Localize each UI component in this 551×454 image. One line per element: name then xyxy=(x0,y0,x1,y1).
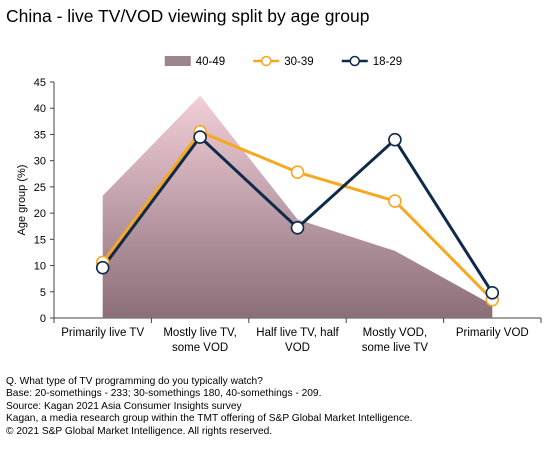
y-tick-label: 20 xyxy=(34,208,46,220)
x-category-label-line: Primarily live TV xyxy=(61,327,144,339)
y-tick-label: 30 xyxy=(34,156,46,168)
footnote-source: Source: Kagan 2021 Asia Consumer Insight… xyxy=(6,400,242,412)
footnote-question: Q. What type of TV programming do you ty… xyxy=(6,376,263,387)
point-30-39 xyxy=(388,194,402,208)
x-category-label: Primarily live TV xyxy=(61,327,144,339)
legend-label: 18-29 xyxy=(373,56,402,68)
x-axis: Primarily live TV Mostly live TV, some VOD… xyxy=(53,317,542,354)
x-category-label-line: Half live TV, half xyxy=(256,327,339,339)
y-tick-label: 10 xyxy=(34,261,46,273)
x-category-label-line: Mostly live TV, xyxy=(163,327,237,339)
y-tick-label: 40 xyxy=(34,103,46,115)
point-18-29 xyxy=(193,130,207,144)
legend: 40-49 30-39 18-29 xyxy=(164,55,402,68)
footnote-kagan: Kagan, a media research group within the… xyxy=(6,413,413,425)
legend-item-40-49: 40-49 xyxy=(164,56,225,68)
footnotes: Q. What type of TV programming do you ty… xyxy=(6,376,412,438)
point-18-29 xyxy=(388,132,402,147)
legend-item-30-39: 30-39 xyxy=(253,55,314,68)
area-40-49 xyxy=(102,95,493,318)
x-category-label-line: Primarily VOD xyxy=(456,327,529,339)
x-category-label-line: some live TV xyxy=(362,342,429,354)
y-tick-label: 35 xyxy=(34,129,46,141)
point-30-39 xyxy=(290,165,305,180)
footnote-copyright: © 2021 S&P Global Market Intelligence. A… xyxy=(6,425,273,437)
legend-swatch-marker xyxy=(349,55,360,67)
chart-title: China - live TV/VOD viewing split by age… xyxy=(6,6,370,26)
legend-item-18-29: 18-29 xyxy=(341,55,402,68)
x-category-label: Mostly VOD, some live TV xyxy=(362,327,429,354)
x-category-label-line: some VOD xyxy=(172,342,228,354)
y-tick-label: 5 xyxy=(40,287,46,299)
x-category-label-line: VOD xyxy=(285,342,310,354)
legend-label: 30-39 xyxy=(284,56,313,68)
x-category-label-line: Mostly VOD, xyxy=(363,327,428,339)
y-tick-label: 15 xyxy=(34,234,46,246)
x-category-label: Primarily VOD xyxy=(456,327,529,339)
line-area-chart: 40-49 30-39 18-29 0 5 10 15 20 25 30 35 40 45 Age gr… xyxy=(16,55,542,354)
legend-swatch-marker xyxy=(261,55,272,67)
legend-swatch-area xyxy=(164,56,191,66)
y-tick-label: 45 xyxy=(34,77,46,89)
y-axis: 0 5 10 15 20 25 30 35 40 45 Age group (%) xyxy=(16,77,55,325)
legend-label: 40-49 xyxy=(196,56,225,68)
y-axis-title: Age group (%) xyxy=(16,165,28,236)
point-18-29 xyxy=(485,286,500,300)
y-tick-label: 0 xyxy=(40,313,46,325)
plot-area xyxy=(95,95,500,318)
point-18-29 xyxy=(290,220,305,235)
point-18-29 xyxy=(95,260,110,275)
x-category-label: Mostly live TV, some VOD xyxy=(163,327,237,354)
x-category-label: Half live TV, half VOD xyxy=(256,327,339,354)
y-tick-label: 25 xyxy=(34,182,46,194)
footnote-base: Base: 20-somethings - 233; 30-somethings… xyxy=(6,388,322,400)
